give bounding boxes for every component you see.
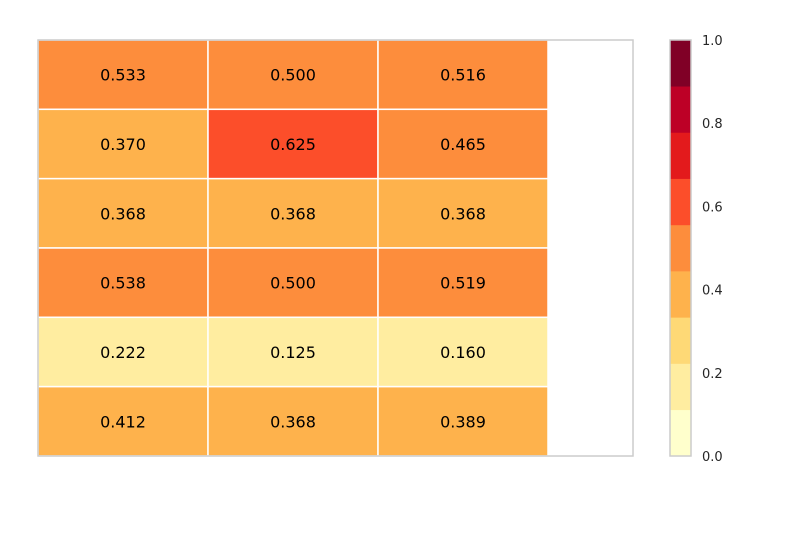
colorbar-band-5 [670,178,691,226]
cell-label-r2-c1: 0.368 [270,204,316,223]
cell-label-r2-c0: 0.368 [100,204,146,223]
colorbar-band-1 [670,363,691,411]
cell-label-r3-c2: 0.519 [440,274,486,293]
cell-label-r0-c1: 0.500 [270,66,316,85]
cell-label-r2-c2: 0.368 [440,204,486,223]
cell-label-r4-c1: 0.125 [270,343,316,362]
heatmap-cell-r1-c0 [37,108,209,180]
colorbar-band-6 [670,132,691,179]
colorbar-tick-label: 0.2 [702,367,723,382]
heatmap-cell-labels: 0.533 0.500 0.516 0.370 0.625 0.465 0.368 0.368… [100,66,486,432]
heatmap-cell-r0-c1 [207,39,379,111]
colorbar [670,40,691,457]
cell-label-r5-c2: 0.389 [440,412,486,431]
colorbar-tick-label: 0.4 [702,284,723,299]
colorbar-tick-label: 0.6 [702,200,723,215]
cell-label-r4-c2: 0.160 [440,343,486,362]
heatmap-cell-r4-c2 [377,316,549,388]
heatmap-cell-r1-c2 [377,108,549,180]
colorbar-band-4 [670,224,691,272]
heatmap-cell-r4-c1 [207,316,379,388]
cell-label-r5-c1: 0.368 [270,412,316,431]
colorbar-band-0 [670,409,691,457]
heatmap-cell-r3-c2 [377,247,549,319]
heatmap-cells [37,39,549,457]
colorbar-band-8 [670,40,691,87]
colorbar-band-3 [670,271,691,318]
cell-label-r0-c2: 0.516 [440,66,486,85]
cell-label-r0-c0: 0.533 [100,66,146,85]
cell-label-r3-c0: 0.538 [100,274,146,293]
colorbar-frame [669,39,692,457]
colorbar-tick-labels: 0.0 0.2 0.4 0.6 0.8 1.0 [702,34,723,465]
colorbar-band-7 [670,86,691,133]
colorbar-tick-label: 0.0 [702,450,723,465]
cell-label-r1-c1: 0.625 [270,135,316,154]
cell-label-r1-c0: 0.370 [100,135,146,154]
cell-label-r3-c1: 0.500 [270,274,316,293]
heatmap-cell-r0-c0 [37,39,209,111]
heatmap-cell-r2-c1 [207,177,379,249]
colorbar-band-2 [670,317,691,364]
colorbar-tick-label: 1.0 [702,34,723,49]
cell-label-r1-c2: 0.465 [440,135,486,154]
heatmap-cell-r5-c1 [207,385,379,457]
heatmap-cell-r3-c0 [37,247,209,319]
cell-label-r4-c0: 0.222 [100,343,146,362]
cell-label-r5-c0: 0.412 [100,412,146,431]
colorbar-tick-label: 0.8 [702,117,723,132]
heatmap-cell-r5-c2 [377,385,549,457]
plot-area-frame [37,39,634,457]
